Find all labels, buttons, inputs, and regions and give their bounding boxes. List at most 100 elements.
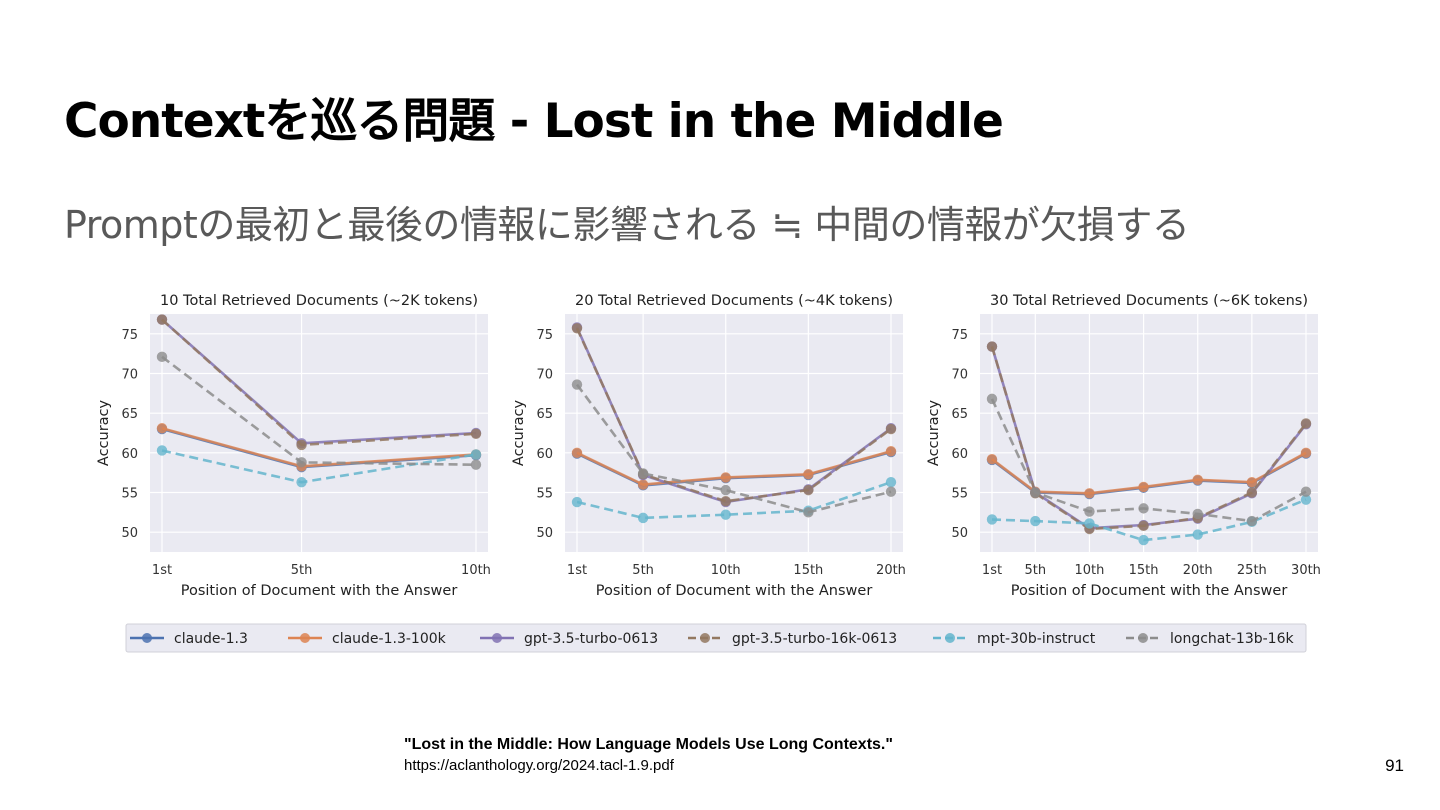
data-point-claude-1.3-100k [1300, 447, 1312, 459]
y-tick-label: 75 [121, 328, 138, 343]
x-axis-label: Position of Document with the Answer [596, 583, 873, 599]
page-number: 91 [1385, 756, 1404, 775]
data-point-longchat-13b-16k [637, 468, 649, 479]
x-tick-label: 5th [291, 563, 313, 578]
data-point-gpt-3.5-turbo-16k-0613 [296, 439, 307, 451]
x-tick-label: 10th [711, 563, 741, 578]
y-tick-label: 55 [951, 487, 968, 502]
data-point-gpt-3.5-turbo-16k-0613 [571, 323, 583, 334]
series-line-longchat-13b-16k [575, 383, 892, 514]
y-tick-label: 60 [536, 447, 553, 462]
citation-title: "Lost in the Middle: How Language Models… [404, 736, 893, 753]
legend-swatch-marker [1138, 633, 1148, 643]
y-axis-label: Accuracy [96, 399, 112, 466]
data-point-gpt-3.5-turbo-16k-0613 [803, 484, 814, 496]
panel-title: 30 Total Retrieved Documents (~6K tokens… [990, 293, 1308, 309]
y-tick-label: 75 [951, 328, 968, 343]
x-tick-label: 1st [982, 563, 1002, 578]
data-point-gpt-3.5-turbo-16k-0613 [1138, 520, 1149, 532]
data-point-longchat-13b-16k [986, 393, 998, 405]
y-tick-label: 50 [951, 526, 968, 541]
data-point-claude-1.3-100k [1246, 476, 1258, 488]
legend-swatch-marker [492, 633, 502, 643]
data-point-claude-1.3-100k [1192, 474, 1203, 486]
x-axis-label: Position of Document with the Answer [1011, 583, 1288, 599]
data-point-longchat-13b-16k [470, 459, 482, 470]
series-line-mpt-30b-instruct [576, 480, 892, 520]
x-tick-label: 5th [1025, 563, 1047, 578]
data-point-longchat-13b-16k [720, 484, 731, 496]
x-tick-label: 1st [152, 563, 172, 578]
series-line-gpt-3.5-turbo-16k-0613 [575, 327, 892, 503]
data-point-mpt-30b-instruct [885, 476, 897, 488]
data-point-claude-1.3-100k [156, 423, 168, 434]
data-point-gpt-3.5-turbo-16k-0613 [720, 496, 731, 507]
legend-swatch-marker [142, 633, 152, 643]
panel-title: 20 Total Retrieved Documents (~4K tokens… [575, 293, 893, 309]
y-tick-label: 55 [121, 487, 138, 502]
data-point-claude-1.3-100k [720, 472, 731, 483]
data-point-longchat-13b-16k [296, 457, 307, 468]
data-point-mpt-30b-instruct [1300, 494, 1312, 505]
y-tick-label: 65 [121, 407, 138, 422]
x-tick-label: 25th [1237, 563, 1267, 578]
data-point-mpt-30b-instruct [296, 476, 307, 488]
legend-label: mpt-30b-instruct [977, 631, 1096, 647]
plot-area [150, 314, 488, 552]
y-tick-label: 70 [951, 368, 968, 383]
y-axis-label: Accuracy [511, 399, 527, 466]
data-point-mpt-30b-instruct [986, 514, 998, 525]
x-tick-label: 10th [1075, 563, 1105, 578]
data-point-longchat-13b-16k [1246, 515, 1258, 527]
legend-swatch-marker [945, 633, 955, 643]
data-point-claude-1.3-100k [803, 469, 814, 480]
citation-url[interactable]: https://aclanthology.org/2024.tacl-1.9.p… [404, 757, 674, 774]
data-point-claude-1.3-100k [637, 479, 649, 490]
data-point-longchat-13b-16k [1084, 506, 1095, 517]
legend-swatch-marker [300, 633, 310, 643]
y-tick-label: 60 [951, 447, 968, 462]
legend-label: longchat-13b-16k [1170, 631, 1294, 647]
data-point-longchat-13b-16k [885, 486, 897, 497]
data-point-mpt-30b-instruct [1030, 515, 1041, 527]
data-point-longchat-13b-16k [571, 379, 583, 390]
y-tick-label: 65 [951, 407, 968, 422]
x-tick-label: 15th [1129, 563, 1159, 578]
x-tick-label: 30th [1291, 563, 1321, 578]
data-point-gpt-3.5-turbo-16k-0613 [1300, 418, 1312, 429]
data-point-mpt-30b-instruct [1192, 529, 1203, 540]
x-tick-label: 15th [793, 563, 823, 578]
data-point-mpt-30b-instruct [637, 512, 649, 524]
legend-label: claude-1.3-100k [332, 631, 447, 647]
y-tick-label: 70 [536, 368, 553, 383]
data-point-claude-1.3-100k [571, 447, 583, 459]
data-point-longchat-13b-16k [156, 351, 168, 363]
plot-area [980, 314, 1318, 552]
data-point-longchat-13b-16k [1192, 508, 1203, 520]
legend-swatch-marker [700, 633, 710, 643]
accuracy-figure: 50 55 60 65 70 75 1st 5th 10th 10 Total Retrieved… [96, 293, 1321, 653]
data-point-mpt-30b-instruct [156, 445, 168, 456]
y-tick-label: 60 [121, 447, 138, 462]
data-point-mpt-30b-instruct [571, 496, 583, 508]
y-tick-label: 55 [536, 487, 553, 502]
panel-title: 10 Total Retrieved Documents (~2K tokens… [160, 293, 478, 309]
x-tick-label: 20th [1183, 563, 1213, 578]
data-point-mpt-30b-instruct [1138, 534, 1149, 546]
legend-label: claude-1.3 [174, 631, 248, 647]
x-tick-label: 1st [567, 563, 587, 578]
data-point-mpt-30b-instruct [470, 449, 482, 460]
x-tick-label: 20th [876, 563, 906, 578]
x-axis-label: Position of Document with the Answer [181, 583, 458, 599]
legend-label: gpt-3.5-turbo-0613 [524, 631, 658, 647]
slide-subtitle: Promptの最初と最後の情報に影響される ≒ 中間の情報が欠損する [64, 203, 1190, 247]
data-point-claude-1.3-100k [885, 446, 897, 457]
data-point-gpt-3.5-turbo-16k-0613 [156, 314, 168, 325]
data-point-longchat-13b-16k [1030, 487, 1041, 498]
data-point-claude-1.3-100k [1138, 481, 1149, 493]
data-point-gpt-3.5-turbo-16k-0613 [885, 423, 897, 435]
y-axis-label: Accuracy [926, 399, 942, 466]
data-point-longchat-13b-16k [803, 507, 814, 518]
data-point-longchat-13b-16k [1138, 503, 1149, 514]
data-point-gpt-3.5-turbo-16k-0613 [470, 428, 482, 439]
